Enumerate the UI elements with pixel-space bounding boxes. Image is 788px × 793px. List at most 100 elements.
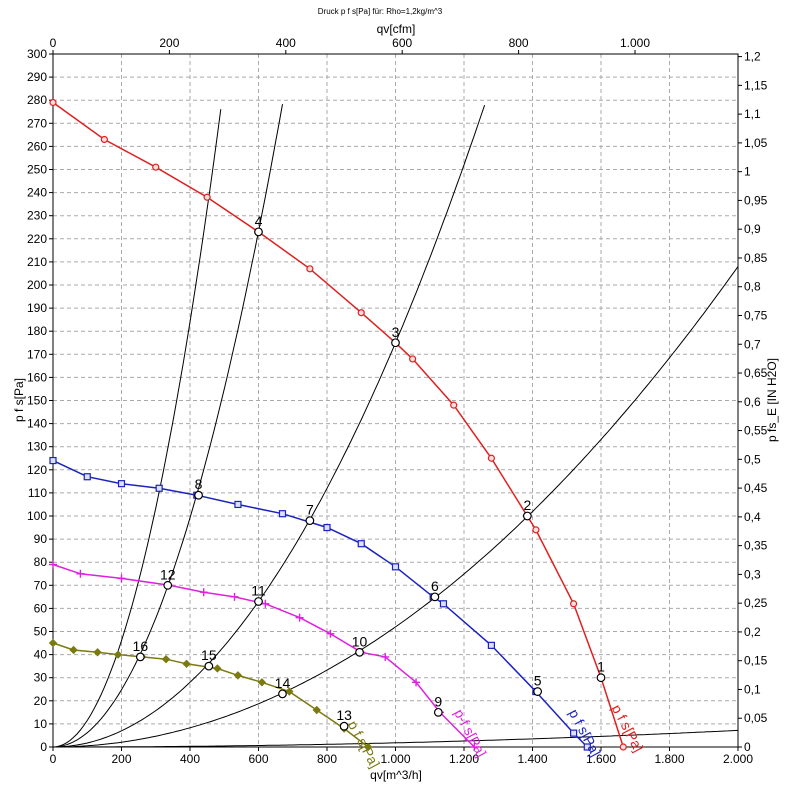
y-tick-label: 280 — [27, 93, 47, 107]
right-tick-label: 1,05 — [744, 136, 768, 150]
x-axis-label: qv[m^3/h] — [370, 768, 422, 782]
series-marker — [619, 743, 627, 751]
operating-point — [522, 511, 532, 521]
series-marker — [323, 523, 331, 532]
y-tick-label: 100 — [27, 509, 47, 523]
operating-point — [355, 647, 364, 657]
series-marker — [83, 473, 91, 481]
operating-point-label: 2 — [523, 497, 531, 513]
operating-point-label: 9 — [434, 693, 442, 709]
right-tick-label: 0,4 — [744, 510, 761, 524]
right-tick-label: 0,1 — [744, 682, 761, 696]
operating-point-label: 15 — [201, 647, 217, 663]
right-tick-label: 0,7 — [744, 337, 761, 351]
series-marker — [49, 456, 57, 465]
x-tick-label: 1.200 — [449, 752, 479, 766]
operating-point-label: 13 — [336, 707, 352, 723]
series-marker — [487, 454, 495, 462]
chart-title: Druck p f s[Pa] für: Rho=1,2kg/m^3 — [318, 7, 443, 16]
y-tick-label: 180 — [27, 324, 47, 338]
series-marker — [450, 401, 458, 409]
y-tick-label: 130 — [27, 440, 47, 454]
top-x-axis-label: qv[cfm] — [377, 22, 416, 36]
system-curves — [52, 104, 739, 748]
series-marker — [412, 678, 421, 687]
right-tick-label: 0,5 — [744, 452, 761, 466]
x-tick-label: 600 — [248, 752, 268, 766]
operating-point — [204, 661, 214, 671]
y-tick-label: 70 — [34, 578, 48, 592]
grid — [53, 54, 738, 747]
series-marker — [213, 664, 222, 673]
y-tick-label: 150 — [27, 394, 47, 408]
series-marker — [152, 163, 160, 171]
operating-point-label: 16 — [133, 638, 149, 654]
operating-point — [433, 707, 443, 717]
series-marker — [69, 645, 78, 655]
series-marker — [439, 600, 448, 608]
series-marker — [569, 729, 578, 737]
operating-point — [194, 490, 203, 500]
y-tick-label: 20 — [34, 694, 48, 708]
series-marker — [532, 526, 540, 534]
operating-point — [391, 338, 400, 348]
series-marker — [357, 540, 365, 548]
right-y-axis-label: p fs_E [IN H2O] — [765, 358, 779, 442]
operating-point — [533, 687, 543, 696]
series-marker — [326, 629, 335, 638]
operating-point-label: 14 — [275, 675, 291, 691]
y-tick-label: 190 — [27, 301, 47, 315]
series-marker — [583, 743, 591, 751]
system-curve — [53, 729, 739, 748]
y-tick-label: 40 — [34, 648, 48, 662]
x-tick-label: 200 — [111, 752, 131, 766]
right-tick-label: 0 — [744, 740, 751, 754]
y-tick-label: 170 — [27, 347, 47, 361]
x-tick-label: 1.800 — [654, 752, 684, 766]
series-marker — [48, 638, 58, 648]
operating-point — [254, 597, 263, 606]
series-marker — [470, 743, 479, 751]
y-tick-label: 290 — [27, 70, 47, 84]
x-tick-label: 2.000 — [723, 752, 753, 766]
top-tick-label: 200 — [159, 36, 179, 50]
operating-point-label: 6 — [431, 578, 439, 594]
operating-point — [339, 721, 349, 731]
operating-point — [305, 516, 315, 526]
series-marker — [409, 355, 417, 363]
operating-point-label: 8 — [195, 476, 203, 492]
operating-point-label: 3 — [392, 324, 400, 340]
operating-point — [254, 227, 263, 237]
right-tick-label: 1,2 — [744, 50, 761, 64]
y-tick-label: 160 — [27, 370, 47, 384]
y-tick-label: 240 — [27, 186, 47, 200]
system-curve — [52, 104, 283, 748]
y-tick-label: 220 — [27, 232, 47, 246]
right-tick-label: 1,15 — [744, 78, 768, 92]
series-marker — [257, 678, 267, 687]
y-tick-label: 80 — [34, 555, 48, 569]
x-tick-label: 1.400 — [517, 752, 547, 766]
series-marker — [363, 742, 373, 752]
right-tick-label: 0,05 — [744, 711, 768, 725]
right-tick-label: 0,75 — [744, 308, 768, 322]
top-tick-label: 800 — [509, 36, 529, 50]
series-line — [52, 459, 588, 748]
y-tick-label: 260 — [27, 139, 47, 153]
right-tick-label: 0,6 — [744, 395, 761, 409]
series-marker — [391, 563, 400, 571]
axes: 0 200 400 600 800 1.000 1.200 1.400 1.600 1.800 2.… — [27, 36, 768, 766]
right-tick-label: 0,3 — [744, 567, 761, 581]
series-marker — [234, 500, 242, 509]
series-marker — [261, 599, 270, 608]
y-tick-label: 30 — [34, 671, 48, 685]
series-marker — [182, 659, 191, 669]
x-tick-label: 1.600 — [586, 752, 616, 766]
operating-point-label: 7 — [306, 502, 314, 518]
series-marker — [278, 510, 287, 518]
series-marker — [306, 265, 314, 273]
right-tick-label: 0,35 — [744, 539, 768, 553]
operating-point — [596, 673, 606, 683]
right-tick-label: 0,55 — [744, 424, 768, 438]
series-marker — [203, 193, 211, 201]
